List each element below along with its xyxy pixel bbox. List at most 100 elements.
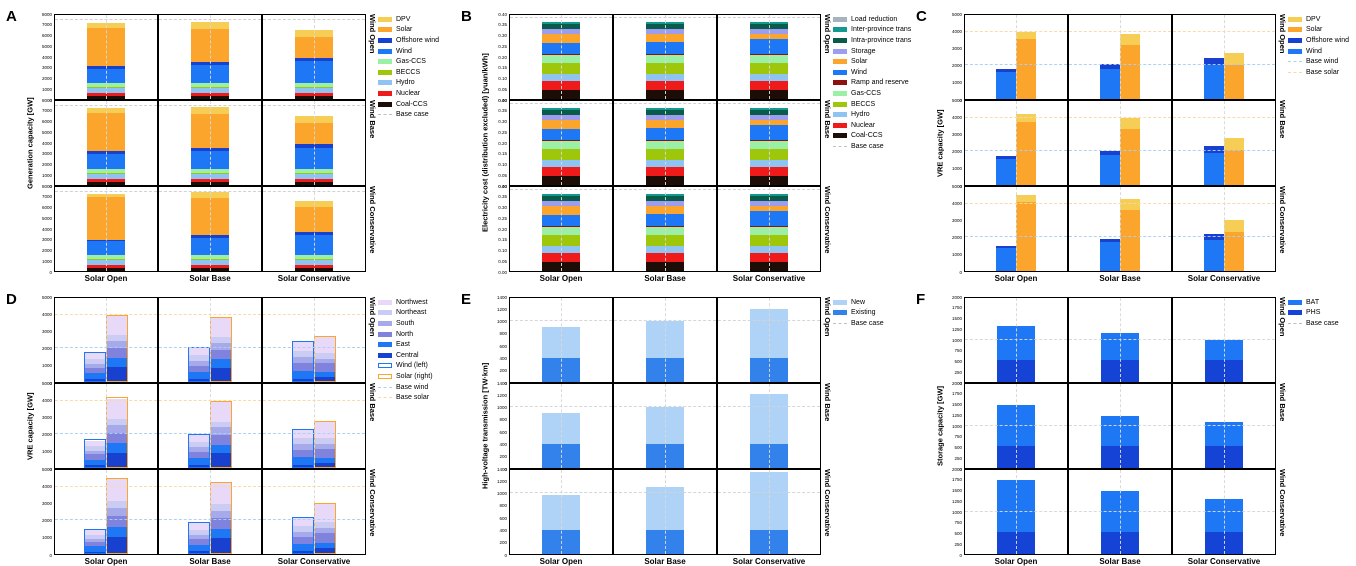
bar-segment-beccs — [749, 63, 789, 74]
bar-segment-dpv — [1224, 137, 1245, 150]
legend-item-ramp-and-reserve: Ramp and reserve — [833, 78, 911, 89]
x-gridline — [1224, 298, 1225, 382]
y-tick-label: 1400 — [496, 466, 507, 472]
legend-swatch-wind — [378, 48, 392, 54]
legend-d: Northwest Northeast South North East Central W… — [378, 297, 433, 403]
legend-item-northeast: Northeast — [378, 308, 433, 319]
generation-mix — [294, 115, 334, 185]
bar-segment-inter-province-trans — [645, 22, 685, 24]
bar-segment-east — [315, 372, 336, 377]
legend-item-south: South — [378, 318, 433, 329]
bar-segment-inter-province-trans — [541, 22, 581, 24]
legend-e: New Existing Base case — [833, 297, 884, 329]
legend-swatch-load-reduction — [833, 16, 847, 22]
generation-mix — [294, 30, 334, 99]
baseline-base-case — [55, 191, 157, 193]
x-gridline — [1224, 15, 1225, 99]
bar-segment-nuclear — [541, 167, 581, 176]
bar-segment-north — [84, 367, 105, 374]
row-label-wind-conservative: Wind Conservative — [368, 186, 377, 254]
bar-segment-dpv — [1120, 198, 1141, 210]
baseline-base-wind — [159, 519, 261, 521]
baseline-base-wind — [1173, 150, 1275, 152]
y-tick-label: 0 — [959, 97, 962, 103]
x-gridline — [1224, 101, 1225, 185]
legend-swatch-storage — [833, 48, 847, 54]
y-tick-label: 6000 — [41, 119, 52, 124]
bar-segment-coal-ccs — [86, 96, 126, 99]
legend-item-central: Central — [378, 350, 433, 361]
y-tick-label: 5000 — [41, 43, 52, 49]
bar-segment-wind — [541, 128, 581, 141]
bar-segment-hydro — [294, 260, 334, 266]
y-tick-label: 250 — [954, 455, 962, 461]
legend-swatch-solar — [378, 27, 392, 33]
y-tick-label: 1000 — [41, 258, 52, 264]
legend-item-nuclear: Nuclear — [378, 88, 439, 99]
bar-segment-wind — [645, 127, 685, 141]
legend-swatch-dpv — [1288, 16, 1302, 22]
bar-segment-northeast — [188, 442, 209, 448]
solar-bar — [1016, 114, 1037, 185]
subplot-f-r2-c1 — [1068, 469, 1172, 555]
y-tick-label: 0 — [49, 380, 52, 386]
bar-segment-solar — [645, 34, 685, 42]
generation-mix — [190, 191, 230, 271]
bar-segment-northwest — [211, 318, 232, 338]
baseline-base-wind — [1173, 64, 1275, 66]
col-label-solar-conservative: Solar Conservative — [277, 557, 351, 566]
bar-segment-intra-province-trans — [645, 195, 685, 202]
legend-swatch-gas-ccs — [378, 59, 392, 65]
y-tick-label: 0.35 — [498, 22, 507, 28]
bar-segment-phs — [1100, 359, 1140, 382]
bar-segment-hydro — [645, 245, 685, 254]
bar-segment-northwest — [188, 523, 209, 531]
bar-segment-wind — [541, 42, 581, 55]
y-tick-label: 6000 — [41, 33, 52, 38]
bar-segment-south — [107, 425, 128, 434]
bar-segment-phs — [1204, 531, 1244, 554]
legend-swatch-base-case — [1288, 322, 1302, 324]
legend-swatch-base-case — [833, 145, 847, 147]
bar-segment-bat — [996, 325, 1036, 360]
bar-segment-central — [292, 551, 313, 553]
bar-segment-hydro — [86, 174, 126, 180]
y-tick-label: 0.30 — [498, 205, 507, 210]
y-tick-label: 5000 — [41, 129, 52, 135]
bar-segment-offshore-wind — [1099, 239, 1120, 243]
legend-swatch-solar — [1288, 27, 1302, 33]
bar-segment-northwest — [315, 503, 336, 522]
bar-segment-central — [211, 453, 232, 467]
legend-swatch-intra-province-trans — [833, 37, 847, 43]
y-tick-label: 6000 — [41, 205, 52, 210]
bar-segment-south — [292, 444, 313, 450]
solar-bar — [1120, 117, 1141, 185]
bar-segment-ramp-and-reserve — [541, 226, 581, 227]
baseline-base-solar — [159, 399, 261, 401]
bar-segment-solar — [1224, 149, 1245, 185]
col-label-solar-open: Solar Open — [539, 274, 583, 283]
bar-segment-north — [315, 363, 336, 373]
bar-segment-hydro — [541, 73, 581, 82]
legend-item-offshore-wind: Offshore wind — [378, 35, 439, 46]
transmission-bar — [645, 321, 685, 382]
y-tick-label: 1000 — [496, 319, 507, 325]
baseline-base-case — [965, 425, 1067, 426]
baseline-base-solar — [1069, 116, 1171, 118]
legend-label: Coal-CCS — [396, 100, 428, 108]
legend-label: Hydro — [396, 79, 415, 87]
bar-segment-north — [211, 434, 232, 445]
bar-segment-northwest — [211, 401, 232, 422]
y-tick-label: 3000 — [41, 237, 52, 243]
baseline-base-case — [263, 191, 365, 193]
bar-segment-new — [749, 309, 789, 359]
x-gridline — [769, 101, 770, 185]
transmission-bar — [749, 309, 789, 382]
y-tick-label: 0.30 — [498, 33, 507, 38]
bar-segment-central — [188, 465, 209, 467]
y-tick-label: 800 — [499, 417, 507, 423]
x-gridline — [106, 101, 107, 185]
baseline-base-wind — [1173, 236, 1275, 238]
panel-electricity-cost: B Electricity cost (distribution excluded… — [455, 0, 911, 283]
bar-segment-wind — [995, 158, 1016, 185]
